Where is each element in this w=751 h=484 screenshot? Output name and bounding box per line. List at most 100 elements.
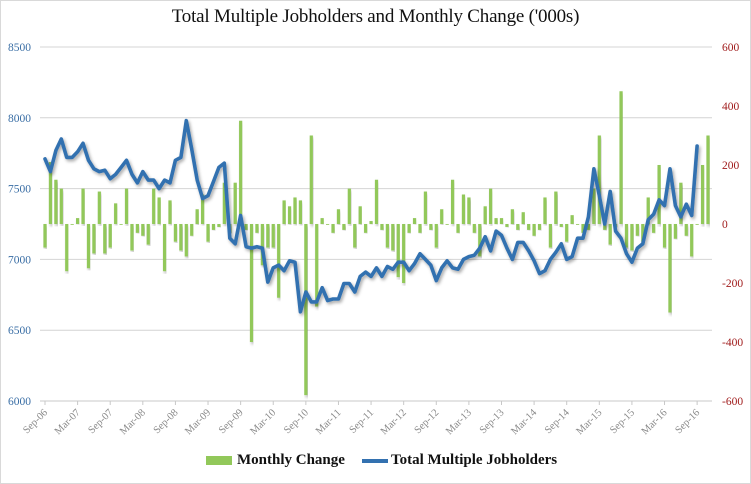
bar [652,224,656,233]
bar [364,224,368,233]
bar [603,224,607,230]
bar [320,218,324,224]
bar [450,179,455,224]
right-y-tick-label: -400 [722,337,743,349]
bar [369,221,373,224]
bar [679,182,683,224]
bar [668,224,672,313]
x-tick-label: Sep-12 [413,407,442,436]
bar [505,224,509,227]
x-tick-label: Mar-16 [640,407,670,437]
x-tick-label: Sep-10 [282,407,311,436]
bar [282,200,286,224]
bar [206,224,210,242]
bar [304,224,308,396]
legend-item-total-jobholders: Total Multiple Jobholders [362,452,557,469]
bar [43,224,47,248]
bar [483,206,487,224]
bar [342,224,346,230]
bar [325,224,330,225]
bar [684,224,688,236]
bar [657,165,661,224]
bar [407,224,411,233]
bar [108,224,112,248]
bar [54,179,58,224]
bar [472,224,476,233]
bar [239,120,243,224]
left-y-tick-label: 7000 [8,254,31,266]
x-tick-label: Mar-15 [575,407,605,437]
bar [402,224,406,283]
bar [76,218,80,224]
x-tick-label: Sep-07 [87,407,116,436]
bar [157,197,161,224]
bar [418,224,422,233]
bar [489,188,493,224]
right-y-tick-label: -600 [722,396,743,408]
bar [92,224,96,254]
bar [456,224,460,233]
bar [445,224,449,225]
bar [217,224,221,227]
x-tick-label: Sep-14 [543,407,572,436]
bar [179,224,183,251]
x-tick-label: Sep-11 [348,407,377,436]
bar [97,191,101,224]
bar [65,224,69,272]
bar [635,224,639,236]
bar [271,224,275,248]
bar [690,224,694,257]
bar [48,162,53,224]
bar [266,224,270,248]
bar [336,209,341,224]
bar [162,224,167,272]
bar [374,179,379,224]
bar [298,200,303,224]
x-tick-label: Mar-10 [248,407,278,437]
right-y-tick-label: 0 [722,219,728,231]
bar [184,224,188,257]
x-tick-label: Mar-07 [53,407,83,437]
bar [385,224,389,248]
bar [412,218,417,224]
bar [114,203,118,224]
bar [461,194,466,224]
bar [516,224,520,230]
bar [222,182,226,224]
bar [673,224,677,239]
left-y-tick-label: 8500 [8,42,31,54]
left-y-tick-label: 8000 [8,113,31,125]
x-tick-label: Sep-16 [673,407,702,436]
bar [124,188,129,224]
right-y-tick-label: 400 [722,101,740,113]
bar [641,224,645,242]
bar [244,224,248,230]
bar [358,206,362,224]
bar [200,194,205,224]
bar [130,224,134,251]
bar [86,224,91,269]
x-tick-label: Sep-08 [152,407,181,436]
bar [434,224,438,248]
bar [510,209,514,224]
bar [287,206,292,224]
bar [662,224,667,248]
series-line [43,118,699,314]
bar [706,135,710,224]
bar [277,224,281,298]
legend-swatch-bar [206,456,232,465]
bar [521,212,525,224]
left-y-tick-label: 6000 [8,396,31,408]
bar [315,224,319,307]
bar [499,218,504,224]
bar [537,224,542,230]
bar [233,182,237,224]
bar [293,197,297,224]
bar [353,224,357,248]
left-y-axis: 8500 8000 7500 7000 6500 6000 [8,42,31,408]
bar [467,197,471,224]
x-tick-label: Sep-15 [608,407,637,436]
bar [70,224,74,225]
bar [570,215,574,224]
